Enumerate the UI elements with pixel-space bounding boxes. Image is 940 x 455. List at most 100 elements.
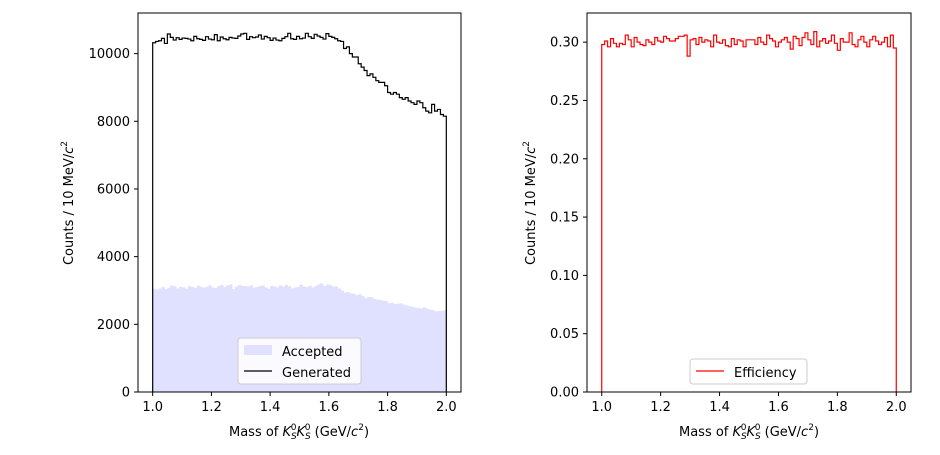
x-tick-label: 1.0	[142, 400, 163, 415]
bar-accepted	[179, 286, 183, 392]
right-y-ticks: 0.00 0.05 0.10 0.15 0.20 0.25 0.30	[550, 36, 587, 401]
bar-accepted	[208, 285, 212, 392]
right-x-axis-label: Mass of KS0KS0 (GeV/c2)	[679, 423, 819, 442]
bar-accepted	[437, 311, 441, 392]
bar-accepted	[419, 308, 424, 392]
bar-accepted	[431, 310, 435, 392]
y-tick-label: 0.30	[550, 36, 579, 51]
y-tick-label: 8000	[97, 115, 130, 130]
histogram-left-chart: 1.0 1.2 1.4 1.6 1.8 2.0 0 2000 4000 6000 8000 1000…	[60, 12, 462, 442]
x-tick-label: 1.6	[319, 400, 340, 415]
x-tick-label: 1.4	[709, 400, 730, 415]
bar-accepted	[369, 297, 374, 392]
bar-accepted	[378, 299, 383, 392]
bar-accepted	[202, 287, 206, 392]
legend-swatch-accepted	[244, 345, 272, 355]
y-tick-label: 6000	[97, 182, 130, 197]
x-tick-label: 1.4	[260, 400, 281, 415]
bar-accepted	[170, 285, 174, 392]
bar-accepted	[199, 286, 203, 392]
bar-accepted	[411, 306, 415, 392]
bar-accepted	[422, 307, 427, 392]
legend-label-accepted: Accepted	[282, 345, 343, 360]
left-x-ticks: 1.0 1.2 1.4 1.6 1.8 2.0	[142, 392, 457, 415]
y-tick-label: 10000	[89, 47, 130, 62]
y-tick-label: 0.15	[550, 211, 579, 226]
bar-accepted	[155, 289, 159, 392]
x-tick-label: 2.0	[436, 400, 457, 415]
series-line-generated	[152, 32, 447, 392]
bar-accepted	[381, 300, 386, 392]
bar-accepted	[223, 287, 227, 392]
series-line-efficiency	[601, 31, 897, 392]
x-tick-label: 1.0	[591, 400, 612, 415]
bar-accepted	[158, 288, 162, 392]
left-y-ticks: 0 2000 4000 6000 8000 10000	[89, 47, 138, 401]
y-tick-label: 0.05	[550, 327, 579, 342]
y-tick-label: 4000	[97, 250, 130, 265]
legend-label-generated: Generated	[282, 366, 351, 381]
right-series-layer	[601, 31, 897, 392]
bar-accepted	[414, 307, 418, 392]
efficiency-right-chart: 1.0 1.2 1.4 1.6 1.8 2.0 0.00 0.05 0.10 0.15 0.20 0…	[522, 12, 912, 442]
bar-accepted	[443, 310, 447, 392]
x-tick-label: 2.0	[886, 400, 907, 415]
bar-accepted	[190, 287, 195, 392]
bar-accepted	[396, 303, 400, 392]
x-tick-label: 1.6	[768, 400, 789, 415]
x-tick-label: 1.2	[650, 400, 671, 415]
y-tick-label: 2000	[97, 318, 130, 333]
y-tick-label: 0.10	[550, 269, 579, 284]
right-x-ticks: 1.0 1.2 1.4 1.6 1.8 2.0	[591, 392, 907, 415]
bar-accepted	[393, 304, 397, 392]
bar-accepted	[425, 308, 430, 392]
left-plot-frame	[137, 12, 462, 393]
bar-accepted	[226, 285, 230, 392]
bar-accepted	[196, 285, 201, 392]
bar-accepted	[375, 299, 380, 392]
bar-accepted	[187, 286, 192, 392]
bar-accepted	[182, 287, 186, 392]
right-legend-box	[689, 358, 808, 385]
bar-accepted	[220, 285, 224, 392]
left-x-axis-label: Mass of KS0KS0 (GeV/c2)	[229, 423, 369, 442]
x-tick-label: 1.8	[827, 400, 848, 415]
bar-accepted	[205, 286, 209, 392]
y-tick-label: 0.20	[550, 152, 579, 167]
right-legend: Efficiency	[689, 358, 808, 385]
bar-accepted	[399, 303, 403, 392]
bar-accepted	[211, 287, 215, 392]
bar-accepted	[440, 310, 444, 392]
right-y-axis-label: Counts / 10 MeV/c2	[522, 141, 539, 265]
bar-accepted	[184, 288, 189, 392]
legend-label-efficiency: Efficiency	[734, 366, 797, 381]
bar-accepted	[234, 286, 239, 392]
bar-accepted	[372, 298, 377, 392]
x-tick-label: 1.8	[377, 400, 398, 415]
bar-accepted	[434, 311, 438, 392]
bar-accepted	[402, 304, 406, 392]
left-legend: Accepted Generated	[237, 337, 362, 385]
bar-accepted	[161, 287, 165, 392]
bar-accepted	[173, 286, 177, 392]
bar-accepted	[217, 286, 221, 392]
bar-accepted	[152, 288, 157, 392]
y-tick-label: 0.00	[550, 386, 579, 401]
bar-accepted	[231, 289, 236, 392]
bar-accepted	[193, 288, 198, 392]
bar-accepted	[367, 296, 371, 392]
bar-accepted	[428, 309, 433, 392]
bar-accepted	[408, 306, 412, 392]
bar-accepted	[176, 288, 180, 392]
bar-accepted	[416, 308, 421, 392]
bar-accepted	[214, 288, 218, 392]
right-plot-frame	[586, 12, 912, 393]
bar-accepted	[390, 302, 394, 392]
bar-accepted	[229, 284, 233, 392]
y-tick-label: 0	[122, 386, 130, 401]
bar-accepted	[164, 289, 168, 392]
bar-accepted	[405, 305, 409, 392]
bar-accepted	[361, 295, 365, 392]
bar-accepted	[387, 303, 391, 392]
